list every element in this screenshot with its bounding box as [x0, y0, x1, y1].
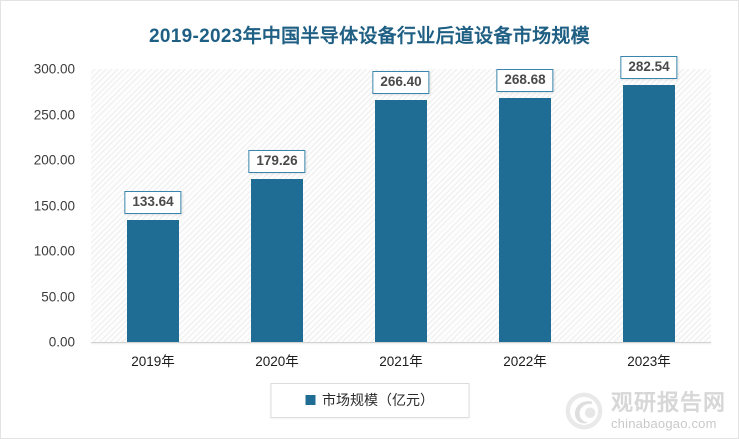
- x-axis-tick-label: 2020年: [255, 354, 299, 369]
- watermark-brand-cn: 观研报告网: [610, 390, 726, 415]
- x-axis-tick-label: 2022年: [503, 354, 547, 369]
- bar-2020[interactable]: [251, 179, 303, 342]
- chart-legend[interactable]: 市场规模（亿元）: [270, 383, 469, 418]
- bar-value-label: 179.26: [248, 150, 306, 173]
- bar-value-label: 268.68: [496, 69, 554, 92]
- y-axis: 300.00 250.00 200.00 150.00 100.00 50.00…: [1, 61, 83, 350]
- bar-2021[interactable]: [375, 100, 427, 342]
- y-axis-tick-label: 200.00: [33, 152, 75, 168]
- x-axis-baseline: [91, 342, 711, 343]
- x-axis-tick-label: 2019年: [131, 354, 175, 369]
- y-axis-tick-label: 150.00: [33, 198, 75, 213]
- bar-2022[interactable]: [499, 98, 551, 342]
- y-axis-tick-label: 50.00: [41, 289, 75, 304]
- x-axis-tick-label: 2021年: [379, 354, 423, 369]
- bar-slot: 268.68: [463, 69, 587, 342]
- bar-slot: 266.40: [339, 69, 463, 342]
- spiral-logo-icon: [565, 392, 603, 430]
- watermark-brand-en: chinabaogao.com: [610, 416, 717, 431]
- bar-slot: 179.26: [215, 69, 339, 342]
- bar-value-label: 266.40: [372, 71, 430, 94]
- bar-2019[interactable]: [127, 220, 179, 342]
- chart-title: 2019-2023年中国半导体设备行业后道设备市场规模: [149, 26, 590, 47]
- bar-slot: 133.64: [91, 69, 215, 342]
- y-axis-tick-label: 300.00: [33, 61, 75, 77]
- bar-2023[interactable]: [623, 85, 675, 342]
- legend-swatch-icon: [305, 395, 315, 405]
- y-axis-tick-label: 100.00: [33, 243, 75, 259]
- y-axis-tick-label: 0.00: [48, 334, 75, 350]
- legend-label: 市场规模（亿元）: [322, 392, 434, 408]
- watermark: 观研报告网 chinabaogao.com: [563, 390, 726, 432]
- x-axis-tick-label: 2023年: [627, 354, 671, 369]
- watermark-text: 观研报告网 chinabaogao.com: [610, 390, 726, 431]
- plot-area: 133.64 179.26 266.40 268.68 282.54: [91, 56, 711, 345]
- x-axis: 2019年 2020年 2021年 2022年 2023年: [91, 350, 711, 372]
- y-axis-tick-label: 250.00: [33, 107, 75, 122]
- x-axis-baseline-shadow: [91, 343, 711, 345]
- bar-value-label: 282.54: [620, 56, 678, 79]
- bar-slot: 282.54: [587, 56, 711, 342]
- bar-value-label: 133.64: [124, 191, 182, 214]
- bar-series: 133.64 179.26 266.40 268.68 282.54: [91, 56, 711, 342]
